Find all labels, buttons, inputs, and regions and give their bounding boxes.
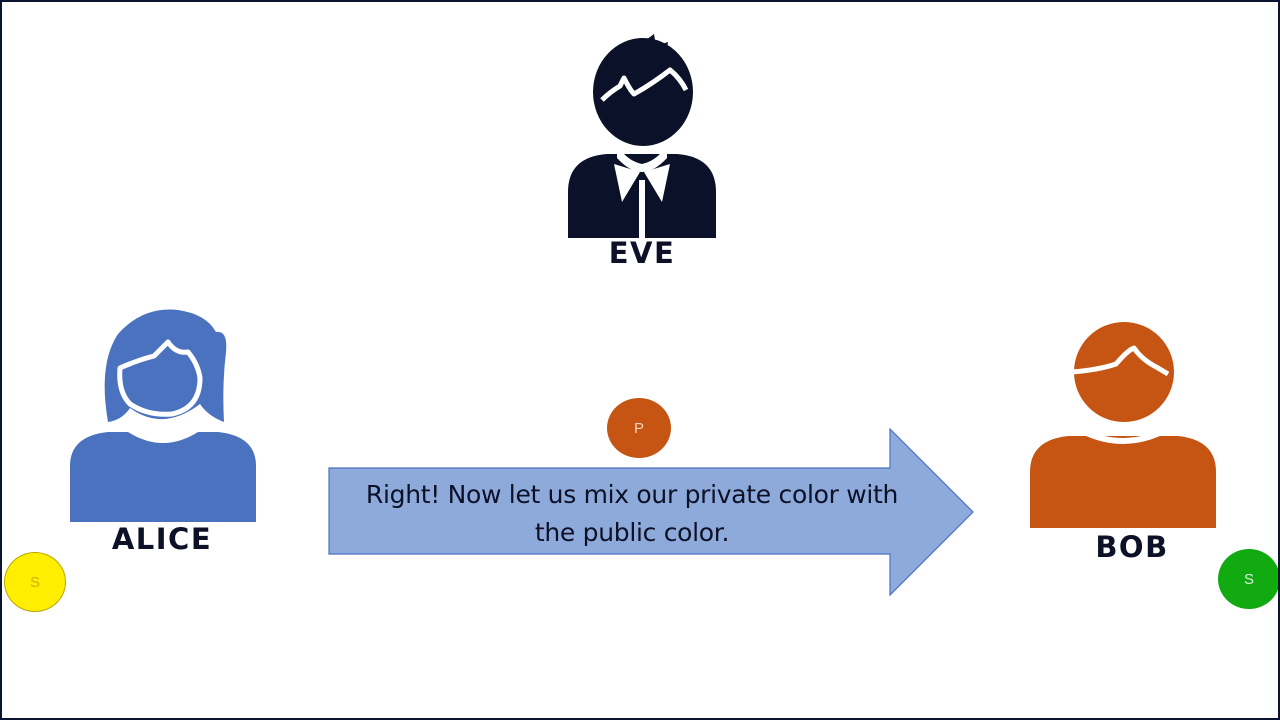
alice-name-label: ALICE xyxy=(111,522,213,556)
eve-collar xyxy=(614,164,670,202)
alice-figure-icon xyxy=(70,309,256,522)
bob-secret-label: S xyxy=(1243,570,1254,588)
bob-head xyxy=(1074,322,1174,422)
eve-face xyxy=(600,67,689,102)
message-line-2: the public color. xyxy=(534,518,730,547)
public-token-label: P xyxy=(633,419,644,437)
alice-face xyxy=(117,339,203,417)
alice-body xyxy=(70,432,256,522)
message-arrow xyxy=(328,428,974,597)
bob-figure-icon xyxy=(1030,322,1216,528)
alice-secret-token: S xyxy=(4,552,66,612)
alice-secret-label: S xyxy=(29,573,40,591)
message-line-1: Right! Now let us mix our private color … xyxy=(365,480,899,509)
bob-face xyxy=(1071,345,1170,377)
message-arrow-shape xyxy=(328,428,974,597)
bob-body xyxy=(1030,436,1216,528)
bob-secret-token: S xyxy=(1218,549,1278,609)
message-text: Right! Now let us mix our private color … xyxy=(332,476,932,552)
bob-name-label: BOB xyxy=(1095,530,1169,564)
eve-head xyxy=(593,38,693,146)
public-color-token: P xyxy=(607,398,671,458)
eve-name-label: EVE xyxy=(608,236,676,270)
eve-figure-icon xyxy=(568,34,716,238)
